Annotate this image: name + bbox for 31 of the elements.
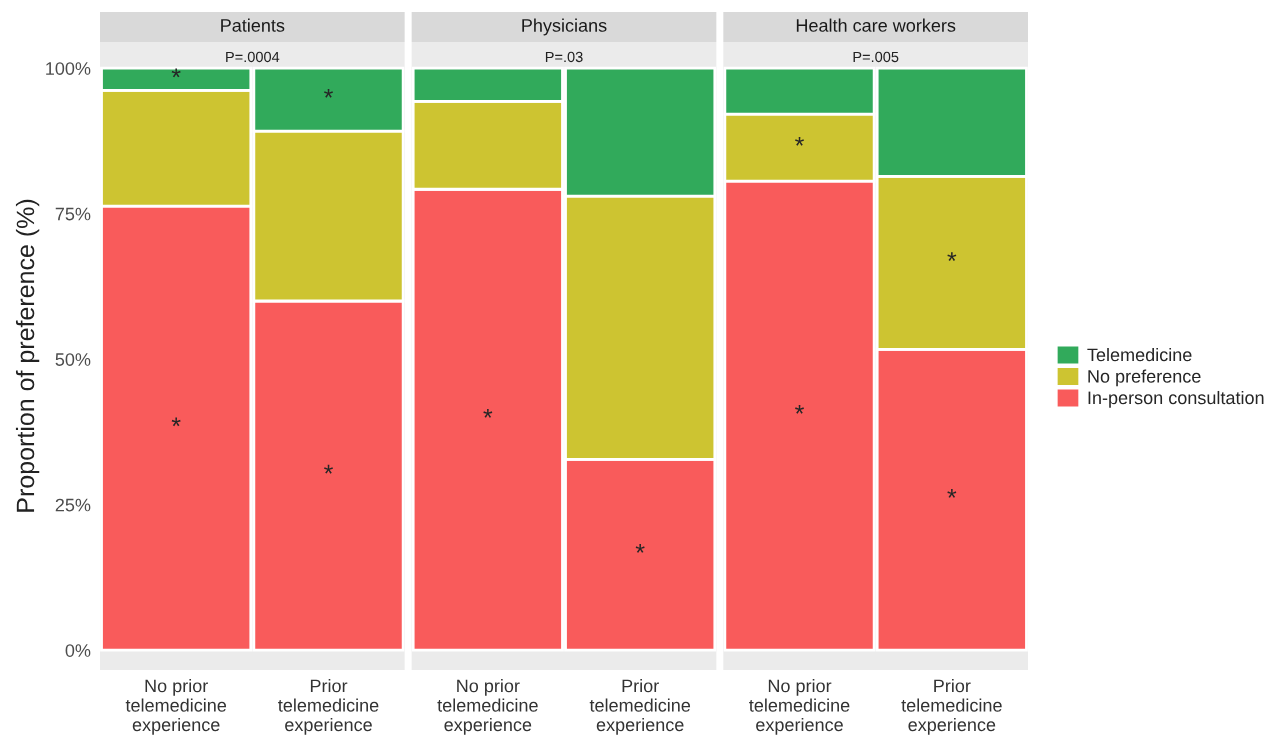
y-axis-title: Proportion of preference (%) — [15, 199, 40, 512]
data-label: * — [324, 88, 333, 98]
text: P=.03 — [545, 51, 583, 63]
data-label: * — [795, 136, 804, 146]
x-tick-label: Prior telemedicine experience — [589, 679, 691, 735]
chart-title: Health care workers — [796, 18, 956, 32]
y-tick-label: 100% — [46, 62, 91, 75]
x-tick-label: No prior telemedicine experience — [437, 679, 538, 735]
text: P=.005 — [853, 51, 899, 63]
legend-label: No preference — [1088, 369, 1201, 387]
legend-label: In-person consultation — [1088, 390, 1264, 408]
y-tick-label: 25% — [55, 498, 91, 512]
chart-title: Physicians — [522, 18, 607, 36]
data-label: * — [171, 417, 181, 427]
x-tick-label: Prior telemedicine experience — [278, 679, 379, 735]
legend-label: Telemedicine — [1087, 347, 1192, 362]
y-tick-label: 50% — [55, 353, 91, 366]
data-label: * — [171, 68, 181, 78]
data-label: * — [947, 489, 957, 498]
x-tick-label: No prior telemedicine experience — [749, 679, 850, 735]
data-label: * — [483, 409, 493, 418]
data-label: * — [795, 404, 804, 414]
y-tick-label: 75% — [55, 207, 91, 221]
data-label: * — [947, 252, 957, 261]
chart-title: Patients — [221, 18, 285, 32]
y-tick-label: 0% — [65, 644, 91, 657]
text: P=.0004 — [226, 51, 280, 63]
data-label: * — [324, 464, 333, 474]
x-tick-label: Prior telemedicine experience — [901, 679, 1002, 735]
data-label: * — [635, 544, 645, 553]
x-tick-label: No prior telemedicine experience — [125, 679, 227, 735]
